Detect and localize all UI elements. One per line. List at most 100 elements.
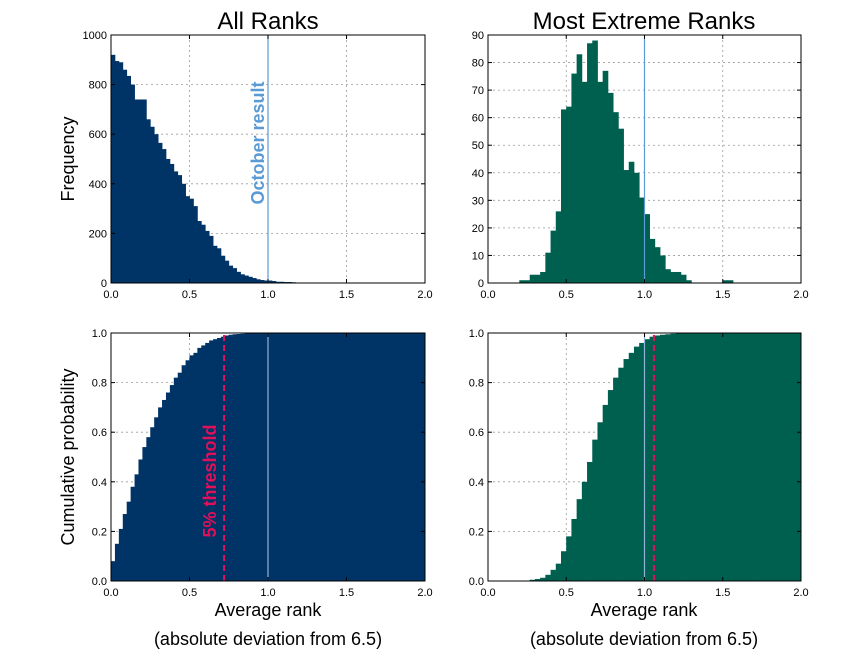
bar [597, 81, 604, 283]
bar [618, 367, 624, 581]
bar [759, 333, 765, 581]
y-tick-label: 0 [101, 278, 107, 290]
bar [701, 333, 708, 581]
bar [224, 335, 230, 581]
bar [287, 333, 292, 581]
bar [602, 404, 609, 581]
title-most-extreme: Most Extreme Ranks [533, 8, 756, 35]
bar [185, 196, 190, 283]
sublabel-left: (absolute deviation from 6.5) [154, 629, 382, 649]
y-tick-label: 80 [472, 58, 484, 70]
x-tick-label: 0.0 [480, 587, 495, 599]
bar [240, 333, 245, 581]
bar [268, 280, 273, 283]
bar [236, 333, 241, 581]
sublabel-right: (absolute deviation from 6.5) [530, 629, 758, 649]
bar [675, 271, 682, 283]
bar [334, 333, 340, 581]
bar [401, 333, 406, 581]
bar [283, 333, 289, 581]
y-tick-label: 1000 [83, 30, 107, 42]
bar [571, 519, 578, 581]
bar [686, 333, 692, 581]
bar [256, 279, 261, 283]
bar [228, 265, 234, 283]
bar [264, 333, 269, 581]
bar [691, 333, 697, 581]
bar [338, 333, 343, 581]
bar [665, 269, 671, 283]
bar [581, 481, 588, 581]
bar [421, 333, 426, 581]
bar [644, 214, 650, 283]
bar [706, 333, 713, 581]
bar [680, 333, 687, 581]
bar [311, 333, 316, 581]
bar [534, 274, 541, 283]
bar [644, 339, 650, 581]
y-tick-label: 0.2 [92, 526, 107, 538]
y-tick-label: 20 [472, 223, 484, 235]
bar [138, 459, 143, 581]
bar [592, 40, 598, 284]
bar [592, 439, 598, 581]
bar [680, 274, 687, 283]
bar [169, 163, 175, 283]
bar [169, 385, 175, 581]
bar [130, 486, 135, 581]
bar [389, 333, 394, 581]
panel-extreme-frequency: 0.0 0.5 1.0 1.5 2.0 0 10 20 30 40 50 60 70 80 90 [472, 30, 809, 301]
bar [566, 106, 572, 284]
x-tick-label: 2.0 [417, 587, 432, 599]
bar [795, 333, 802, 581]
x-tick-label: 0.0 [480, 289, 495, 301]
bar [519, 280, 525, 283]
xlabel-left: Average rank [215, 600, 323, 620]
bar [370, 333, 375, 581]
bar [417, 333, 422, 581]
bar [220, 255, 226, 283]
x-tick-label: 0.5 [559, 289, 574, 301]
bar [224, 260, 230, 283]
bar [165, 392, 171, 581]
bar [654, 335, 661, 581]
bar [307, 333, 312, 581]
bar [154, 134, 159, 283]
bar [279, 281, 285, 283]
title-all-ranks: All Ranks [217, 8, 318, 35]
bar [189, 355, 194, 581]
bar [252, 278, 257, 283]
bar [181, 365, 186, 581]
bar [275, 333, 281, 581]
bar [712, 333, 718, 581]
bar [209, 340, 214, 581]
bar [126, 501, 132, 581]
bar [373, 333, 379, 581]
bar [232, 268, 237, 283]
bar [315, 333, 320, 581]
y-tick-label: 70 [472, 85, 484, 97]
bar [753, 333, 760, 581]
bar [393, 333, 398, 581]
bar [362, 333, 367, 581]
bar [354, 333, 359, 581]
x-tick-label: 1.5 [715, 289, 730, 301]
bar [205, 230, 210, 283]
bar [623, 359, 630, 581]
bar [146, 119, 151, 283]
bar [571, 73, 578, 283]
bar [670, 271, 677, 283]
x-tick-label: 1.0 [260, 587, 275, 599]
x-tick-label: 2.0 [793, 289, 808, 301]
bar [197, 221, 202, 283]
bar [774, 333, 781, 581]
bar [275, 281, 281, 283]
ylabel-cumulative: Cumulative probability [58, 368, 78, 545]
bar [764, 333, 770, 581]
bar [722, 333, 729, 581]
bar [607, 92, 614, 283]
bar [628, 352, 635, 581]
bar [696, 333, 703, 581]
bar [358, 333, 363, 581]
bar [732, 333, 739, 581]
